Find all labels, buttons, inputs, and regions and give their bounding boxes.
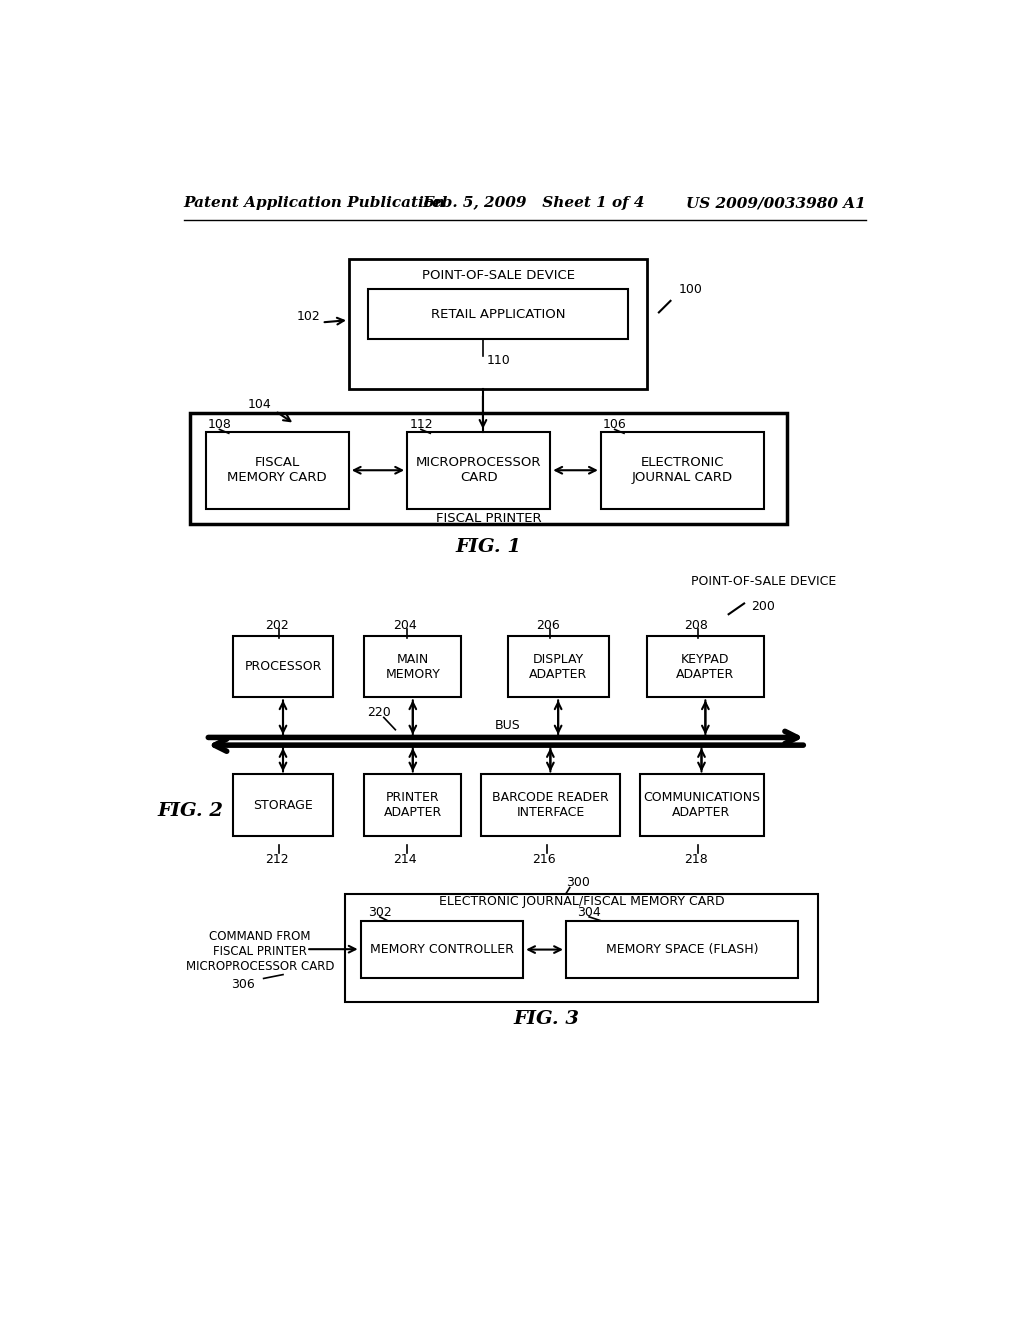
Text: 304: 304 [578,907,601,920]
Text: 106: 106 [603,417,627,430]
Text: DISPLAY
ADAPTER: DISPLAY ADAPTER [529,652,587,681]
Text: US 2009/0033980 A1: US 2009/0033980 A1 [686,197,865,210]
Text: 206: 206 [537,619,560,632]
FancyBboxPatch shape [647,636,764,697]
Text: 102: 102 [297,310,321,323]
Text: Feb. 5, 2009   Sheet 1 of 4: Feb. 5, 2009 Sheet 1 of 4 [423,197,645,210]
Text: 302: 302 [369,907,392,920]
Text: 104: 104 [248,399,272,412]
FancyBboxPatch shape [232,775,334,836]
FancyBboxPatch shape [640,775,764,836]
Text: 110: 110 [486,354,511,367]
FancyBboxPatch shape [407,432,550,508]
Text: RETAIL APPLICATION: RETAIL APPLICATION [431,308,565,321]
FancyBboxPatch shape [190,412,786,524]
Text: PRINTER
ADAPTER: PRINTER ADAPTER [384,791,442,820]
Text: 212: 212 [265,853,289,866]
Text: 214: 214 [393,853,417,866]
Text: ELECTRONIC
JOURNAL CARD: ELECTRONIC JOURNAL CARD [632,457,733,484]
FancyBboxPatch shape [566,921,799,978]
Text: 108: 108 [208,417,231,430]
FancyBboxPatch shape [480,775,621,836]
Text: POINT-OF-SALE DEVICE: POINT-OF-SALE DEVICE [691,576,837,589]
Text: PROCESSOR: PROCESSOR [245,660,322,673]
Text: Patent Application Publication: Patent Application Publication [183,197,445,210]
FancyBboxPatch shape [349,259,647,389]
FancyBboxPatch shape [601,432,764,508]
Text: MAIN
MEMORY: MAIN MEMORY [385,652,440,681]
FancyBboxPatch shape [206,432,349,508]
Text: MEMORY CONTROLLER: MEMORY CONTROLLER [370,942,514,956]
Text: MICROPROCESSOR
CARD: MICROPROCESSOR CARD [416,457,542,484]
FancyBboxPatch shape [508,636,608,697]
Text: 112: 112 [410,417,433,430]
FancyBboxPatch shape [232,636,334,697]
Text: FIG. 2: FIG. 2 [157,803,223,820]
Text: FISCAL PRINTER: FISCAL PRINTER [435,512,542,525]
Text: 202: 202 [265,619,289,632]
Text: ELECTRONIC JOURNAL/FISCAL MEMORY CARD: ELECTRONIC JOURNAL/FISCAL MEMORY CARD [438,895,724,908]
Text: 218: 218 [684,853,708,866]
Text: KEYPAD
ADAPTER: KEYPAD ADAPTER [676,652,734,681]
Text: 200: 200 [752,601,775,612]
Text: FISCAL
MEMORY CARD: FISCAL MEMORY CARD [227,457,327,484]
FancyBboxPatch shape [365,636,461,697]
FancyBboxPatch shape [369,289,628,339]
Text: 300: 300 [566,875,590,888]
Text: 100: 100 [678,282,702,296]
Text: FIG. 3: FIG. 3 [513,1010,580,1028]
Text: BUS: BUS [495,719,520,733]
Text: 204: 204 [393,619,417,632]
FancyBboxPatch shape [365,775,461,836]
Text: 216: 216 [532,853,556,866]
Text: FIG. 1: FIG. 1 [456,539,521,556]
Text: BARCODE READER
INTERFACE: BARCODE READER INTERFACE [492,791,608,820]
Text: COMMAND FROM
FISCAL PRINTER
MICROPROCESSOR CARD: COMMAND FROM FISCAL PRINTER MICROPROCESS… [185,931,334,973]
Text: POINT-OF-SALE DEVICE: POINT-OF-SALE DEVICE [422,269,574,282]
Text: 220: 220 [367,706,390,719]
FancyBboxPatch shape [345,894,818,1002]
Text: STORAGE: STORAGE [253,799,313,812]
FancyBboxPatch shape [360,921,523,978]
Text: 306: 306 [231,978,255,991]
Text: COMMUNICATIONS
ADAPTER: COMMUNICATIONS ADAPTER [643,791,760,820]
Text: MEMORY SPACE (FLASH): MEMORY SPACE (FLASH) [606,942,759,956]
Text: 208: 208 [684,619,708,632]
